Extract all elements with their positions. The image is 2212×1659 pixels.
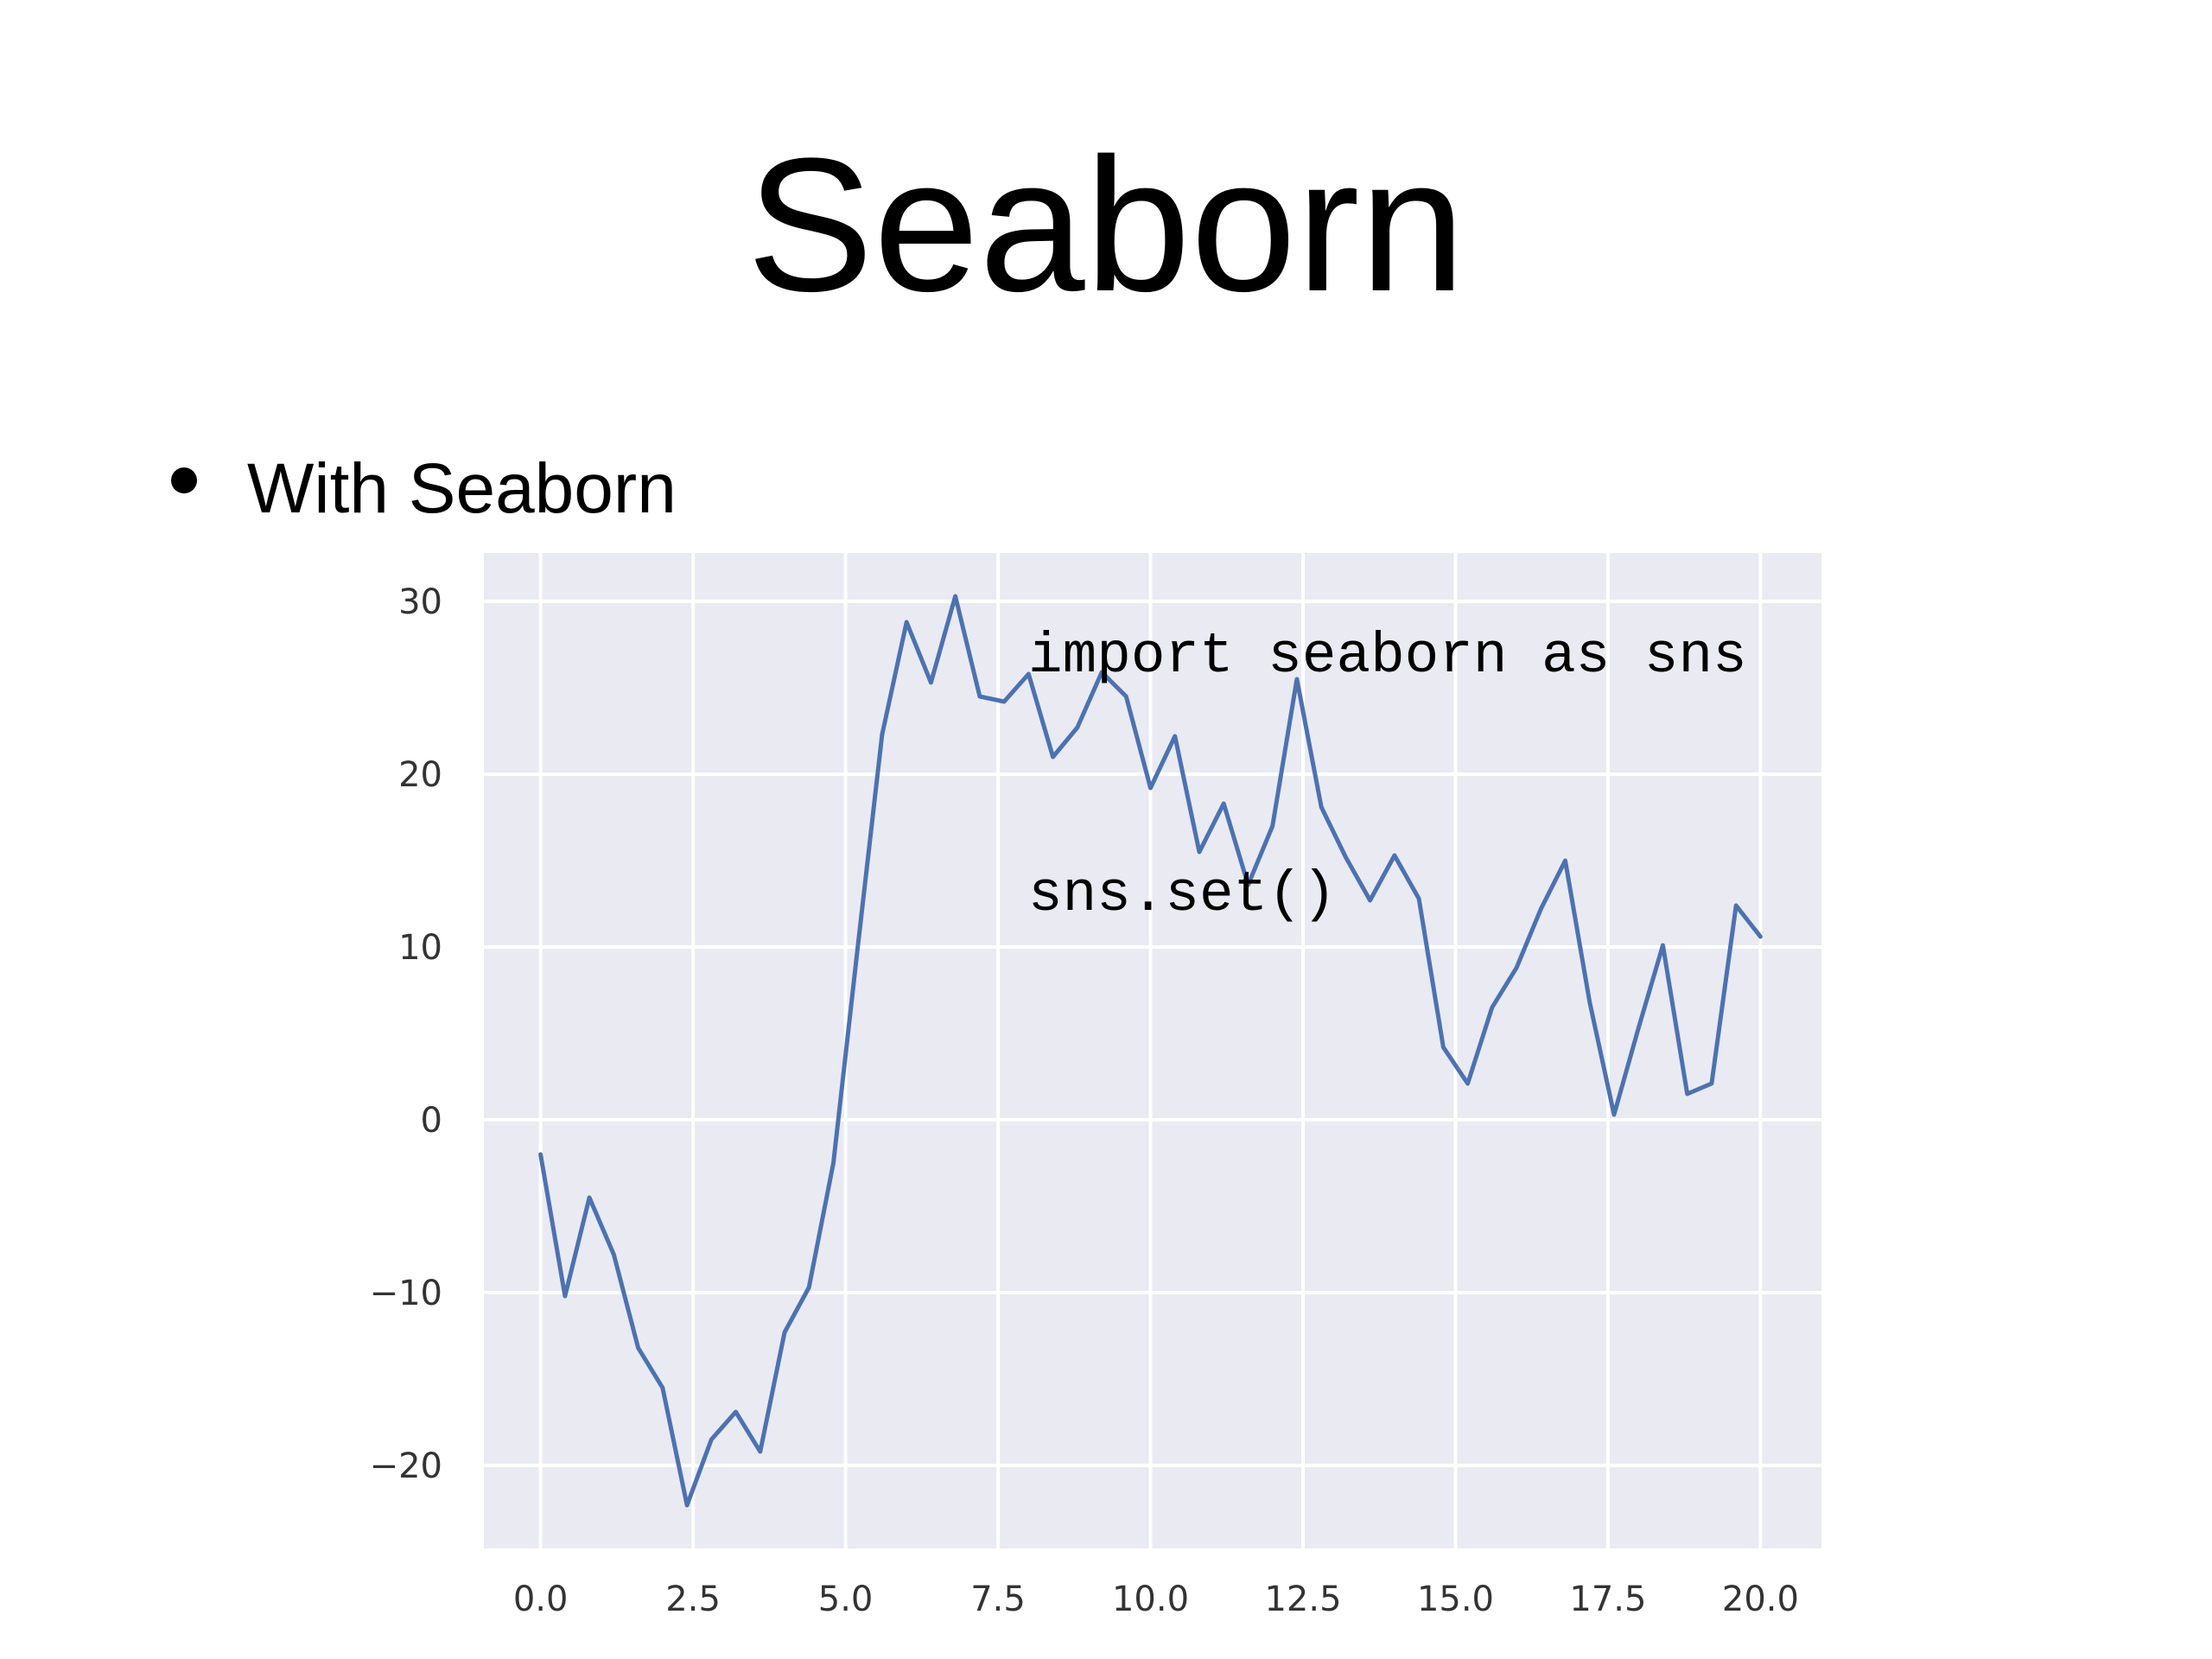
x-tick-label: 17.5 [1569, 1580, 1646, 1619]
y-tick-label: −20 [370, 1446, 442, 1486]
x-tick-label: 10.0 [1112, 1580, 1189, 1619]
y-tick-label: 0 [421, 1101, 442, 1141]
code-line-set: sns.set() [1028, 862, 1337, 927]
x-tick-label: 15.0 [1417, 1580, 1494, 1619]
x-tick-label: 2.5 [665, 1580, 721, 1619]
bullet-text: With Seaborn [247, 449, 677, 528]
y-tick-label: 20 [398, 755, 442, 795]
series-line [538, 594, 1763, 1508]
x-tick-label: 20.0 [1722, 1580, 1799, 1619]
x-tick-label: 5.0 [818, 1580, 874, 1619]
code-snippet: import seaborn as sns sns.set() [1028, 458, 1747, 1014]
y-axis-tick-labels: −20 −10 0 10 20 30 [370, 582, 442, 1486]
x-axis-tick-labels: 0.0 2.5 5.0 7.5 10.0 12.5 15.0 17.5 20.0 [513, 1580, 1799, 1619]
code-line-import: import seaborn as sns [1028, 624, 1747, 689]
series-layer [538, 594, 1763, 1508]
y-tick-label: 10 [398, 928, 442, 968]
grid-lines [484, 553, 1821, 1548]
x-tick-label: 0.0 [513, 1580, 569, 1619]
bullet-item: With Seaborn [171, 454, 677, 524]
y-tick-label: −10 [370, 1274, 442, 1313]
x-tick-label: 12.5 [1264, 1580, 1341, 1619]
bullet-dot [171, 467, 197, 493]
y-tick-label: 30 [398, 582, 442, 622]
slide-title: Seaborn [747, 118, 1465, 331]
x-tick-label: 7.5 [970, 1580, 1026, 1619]
